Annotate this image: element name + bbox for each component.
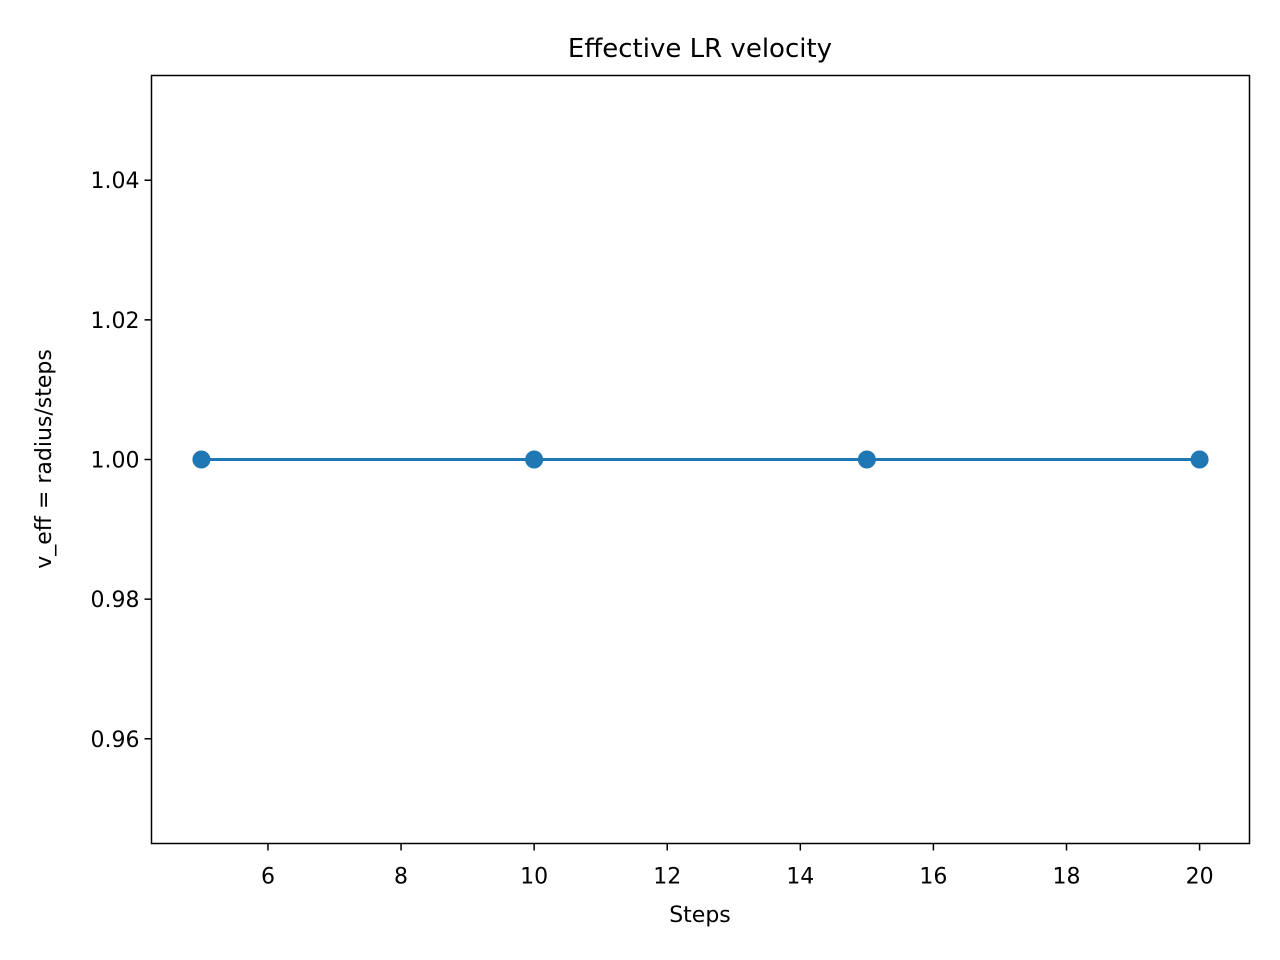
data-point <box>192 450 211 469</box>
x-axis-label: Steps <box>669 903 731 928</box>
y-axis-label: v_eff = radius/steps <box>32 349 57 569</box>
data-point <box>525 450 544 469</box>
data-point <box>1190 450 1209 469</box>
x-tick-label: 20 <box>1186 865 1214 890</box>
x-tick-label: 10 <box>520 865 548 890</box>
x-tick-label: 12 <box>653 865 681 890</box>
plot-area <box>192 450 1209 469</box>
y-tick-label: 1.04 <box>91 169 140 194</box>
y-tick-label: 1.02 <box>91 309 140 334</box>
x-axis: 6 8 10 12 14 16 18 20 <box>261 843 1214 890</box>
data-point <box>857 450 876 469</box>
y-tick-label: 0.96 <box>91 728 140 753</box>
y-tick-label: 1.00 <box>91 449 140 474</box>
x-tick-label: 18 <box>1053 865 1081 890</box>
x-tick-label: 16 <box>919 865 947 890</box>
x-tick-label: 6 <box>261 865 275 890</box>
x-tick-label: 14 <box>786 865 814 890</box>
chart-title: Effective LR velocity <box>568 34 832 64</box>
y-tick-label: 0.98 <box>91 588 140 613</box>
x-tick-label: 8 <box>394 865 408 890</box>
y-axis: 0.96 0.98 1.00 1.02 1.04 <box>91 169 152 753</box>
